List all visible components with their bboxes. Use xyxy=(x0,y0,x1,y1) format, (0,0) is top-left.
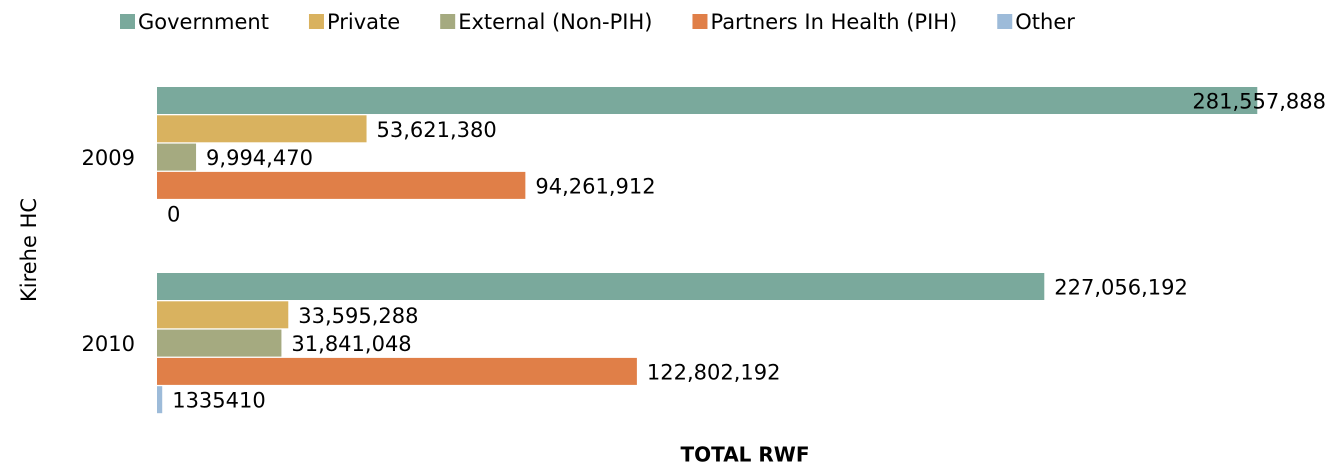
bar xyxy=(157,171,526,199)
value-label: 0 xyxy=(167,203,180,227)
y-tick-label: 2010 xyxy=(82,332,135,356)
legend-swatch xyxy=(120,14,135,29)
bar xyxy=(157,357,637,385)
legend-label: Other xyxy=(1015,10,1075,34)
legend-label: Private xyxy=(327,10,400,34)
value-label: 33,595,288 xyxy=(298,304,418,328)
y-axis-label: Kirehe HC xyxy=(17,198,41,302)
legend-label: Government xyxy=(138,10,269,34)
y-tick-label: 2009 xyxy=(82,146,135,170)
value-label: 94,261,912 xyxy=(535,174,655,198)
legend-swatch xyxy=(308,14,324,29)
value-label: 53,621,380 xyxy=(377,118,497,142)
bar xyxy=(157,273,1045,300)
value-label: 31,841,048 xyxy=(291,332,411,356)
legend-swatch xyxy=(997,14,1013,29)
value-label: 9,994,470 xyxy=(206,146,313,170)
value-label: 281,557,888 xyxy=(1192,90,1326,114)
value-label: 227,056,192 xyxy=(1054,276,1188,300)
bar xyxy=(157,329,282,357)
legend-swatch xyxy=(692,14,708,29)
bar xyxy=(157,87,1258,114)
bar xyxy=(157,386,163,414)
value-label: 122,802,192 xyxy=(647,360,781,384)
bar xyxy=(157,143,197,171)
legend-swatch xyxy=(440,14,456,29)
legend-label: Partners In Health (PIH) xyxy=(710,10,957,34)
bar xyxy=(157,115,367,143)
legend-label: External (Non-PIH) xyxy=(458,10,652,34)
value-label: 1335410 xyxy=(172,389,266,413)
x-axis-label: TOTAL RWF xyxy=(680,443,809,467)
bar xyxy=(157,301,289,329)
